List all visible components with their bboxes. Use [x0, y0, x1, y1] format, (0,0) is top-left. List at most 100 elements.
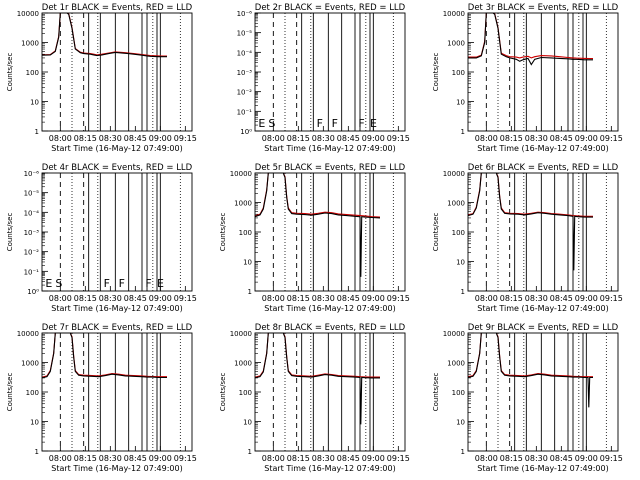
flag-label: E — [370, 117, 377, 130]
plot-frame — [467, 12, 619, 132]
panel-9: Det 9r BLACK = Events, RED = LLD 1 10 100 10… — [432, 323, 623, 473]
x-axis-label: Start Time (16-May-12 07:49:00) — [51, 304, 182, 313]
x-tick-label: 08:15 — [287, 134, 310, 143]
plot-frame — [254, 332, 406, 452]
y-axis-label: Counts/sec — [432, 53, 440, 92]
flag-label: F — [145, 277, 151, 290]
x-tick-label: 09:00 — [362, 134, 385, 143]
y-axis-label: Counts/sec — [219, 373, 227, 412]
x-tick-label: 08:00 — [475, 294, 498, 303]
y-tick-label: 10 — [243, 419, 252, 427]
x-tick-label: 08:30 — [525, 294, 548, 303]
x-tick-label: 08:00 — [49, 294, 72, 303]
y-tick-label: 100 — [452, 69, 465, 77]
y-tick-label: 1000 — [447, 200, 465, 208]
x-tick-label: 09:15 — [174, 454, 197, 463]
x-tick-label: 09:00 — [575, 134, 598, 143]
plot-frame — [41, 172, 193, 292]
panel-title: Det 4r BLACK = Events, RED = LLD — [42, 163, 193, 173]
plot-frame — [254, 172, 406, 292]
y-tick-label: 10⁻¹ — [24, 268, 40, 276]
x-tick-label: 08:15 — [74, 294, 97, 303]
x-axis-label: Start Time (16-May-12 07:49:00) — [477, 304, 608, 313]
flag-label: F — [317, 117, 323, 130]
y-tick-label: 100 — [239, 229, 252, 237]
x-tick-label: 09:00 — [149, 294, 172, 303]
x-tick-label: 08:00 — [262, 294, 285, 303]
y-tick-label: 10⁻² — [237, 89, 253, 97]
y-tick-label: 1 — [248, 448, 252, 456]
x-tick-label: 08:30 — [312, 134, 335, 143]
panel-6: Det 6r BLACK = Events, RED = LLD 1 10 100 10… — [432, 163, 623, 313]
flag-label: F — [358, 117, 364, 130]
flag-label: F — [119, 277, 125, 290]
x-tick-label: 08:45 — [337, 294, 360, 303]
panel-8: Det 8r BLACK = Events, RED = LLD 1 10 100 10… — [219, 323, 410, 473]
y-axis-label: Counts/sec — [432, 373, 440, 412]
y-tick-label: 1000 — [21, 40, 39, 48]
y-tick-label: 10000 — [443, 330, 465, 338]
plot-frame — [41, 332, 193, 452]
y-tick-label: 10⁻⁴ — [24, 209, 40, 217]
y-tick-label: 100 — [26, 389, 39, 397]
y-axis-label: Counts/sec — [219, 213, 227, 252]
panel-title: Det 7r BLACK = Events, RED = LLD — [42, 323, 193, 333]
y-tick-label: 10⁻³ — [24, 229, 40, 237]
x-tick-label: 08:00 — [49, 454, 72, 463]
x-tick-label: 08:00 — [475, 454, 498, 463]
flag-label: F — [332, 117, 338, 130]
x-tick-label: 08:30 — [312, 454, 335, 463]
panel-title: Det 8r BLACK = Events, RED = LLD — [255, 323, 406, 333]
x-tick-label: 08:30 — [312, 294, 335, 303]
y-tick-label: 1 — [461, 128, 465, 136]
y-tick-label: 1000 — [447, 40, 465, 48]
panel-title: Det 3r BLACK = Events, RED = LLD — [468, 3, 619, 13]
y-tick-label: 10000 — [443, 170, 465, 178]
x-tick-label: 09:00 — [149, 134, 172, 143]
x-tick-label: 08:45 — [124, 454, 147, 463]
x-tick-label: 08:30 — [99, 454, 122, 463]
y-tick-label: 10⁰ — [240, 128, 252, 136]
flag-label: S — [268, 117, 275, 130]
x-tick-label: 08:00 — [262, 134, 285, 143]
y-tick-label: 10 — [456, 259, 465, 267]
y-tick-label: 10000 — [230, 170, 252, 178]
y-tick-label: 100 — [239, 389, 252, 397]
x-tick-label: 08:45 — [337, 454, 360, 463]
y-tick-label: 1 — [35, 128, 39, 136]
y-tick-label: 1000 — [234, 200, 252, 208]
x-tick-label: 09:15 — [174, 134, 197, 143]
y-tick-label: 10 — [456, 419, 465, 427]
y-tick-label: 10000 — [17, 330, 39, 338]
black-events-series — [468, 12, 593, 66]
y-tick-label: 10 — [30, 419, 39, 427]
x-tick-label: 09:00 — [362, 454, 385, 463]
panel-5: Det 5r BLACK = Events, RED = LLD 1 10 100 10… — [219, 163, 410, 313]
y-axis-label: Counts/sec — [432, 213, 440, 252]
y-tick-label: 1000 — [21, 360, 39, 368]
y-tick-label: 10⁻² — [24, 249, 40, 257]
x-tick-label: 08:45 — [550, 294, 573, 303]
x-tick-label: 08:45 — [337, 134, 360, 143]
x-axis-label: Start Time (16-May-12 07:49:00) — [51, 144, 182, 153]
x-tick-label: 08:00 — [49, 134, 72, 143]
x-tick-label: 09:15 — [600, 134, 623, 143]
y-tick-label: 10⁻³ — [237, 69, 253, 77]
x-tick-label: 08:30 — [99, 134, 122, 143]
x-tick-label: 09:15 — [387, 134, 410, 143]
panel-title: Det 2r BLACK = Events, RED = LLD — [255, 3, 406, 13]
y-tick-label: 10 — [30, 99, 39, 107]
panel-3: Det 3r BLACK = Events, RED = LLD 1 10 100 10… — [432, 3, 623, 153]
x-tick-label: 09:00 — [149, 454, 172, 463]
x-tick-label: 08:45 — [550, 134, 573, 143]
y-tick-label: 100 — [26, 69, 39, 77]
y-tick-label: 1000 — [447, 360, 465, 368]
plot-frame — [254, 12, 406, 132]
x-tick-label: 08:30 — [99, 294, 122, 303]
panel-7: Det 7r BLACK = Events, RED = LLD 1 10 100 10… — [6, 323, 197, 473]
panel-title: Det 6r BLACK = Events, RED = LLD — [468, 163, 619, 173]
x-tick-label: 09:00 — [575, 454, 598, 463]
